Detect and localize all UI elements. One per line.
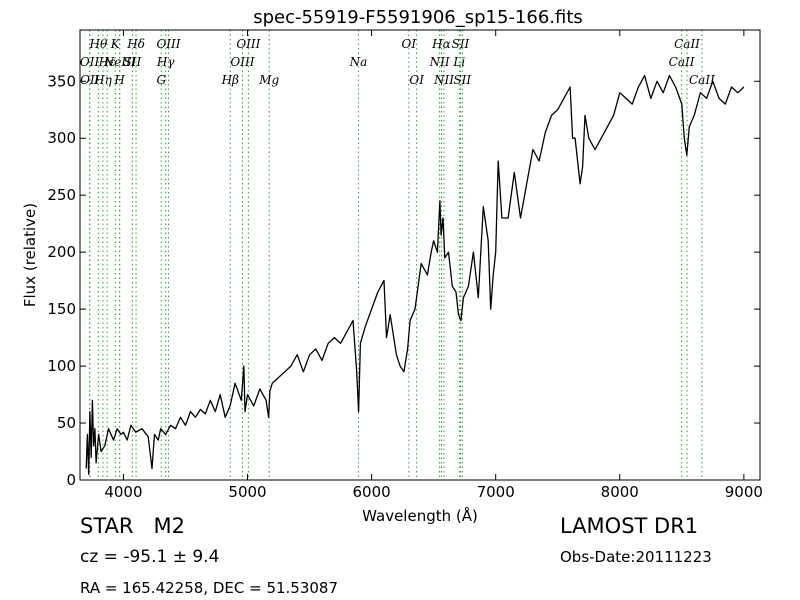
object-class: STAR M2 [80,514,185,538]
x-tick-label-3: 7000 [477,483,515,501]
line-label-25: SII [453,73,471,87]
y-tick-label-7: 350 [47,72,76,90]
line-label-7: NeIII [103,55,136,69]
line-label-23: Li [452,55,465,69]
y-tick-label-3: 150 [47,300,76,318]
survey-name: LAMOST DR1 [560,514,699,538]
line-label-9: Hδ [126,37,145,51]
line-label-27: CaII [674,37,700,51]
line-label-4: Hε [98,55,116,69]
y-tick-label-6: 300 [47,129,76,147]
line-label-15: OIII [236,37,260,51]
x-tick-label-5: 9000 [725,483,763,501]
line-label-18: OI [402,37,417,51]
y-tick-label-1: 50 [57,414,76,432]
line-label-2: Hθ [89,37,108,51]
line-label-8: SII [124,55,142,69]
line-label-11: Hγ [156,55,175,69]
line-label-3: Hη [93,73,112,87]
spectral-line-markers: OIIOIIHθHηHεKHNeIIISIIHδGHγOIIIHβOIIIOII… [80,30,715,480]
line-label-1: OII [80,73,100,87]
chart-title: spec-55919-F5591906_sp15-166.fits [253,7,583,28]
line-label-13: Hβ [221,73,239,87]
y-tick-label-0: 0 [66,471,76,489]
redshift-cz: cz = -95.1 ± 9.4 [80,547,220,567]
line-label-19: OI [409,73,424,87]
line-label-22: NII [433,73,454,87]
x-tick-label-4: 8000 [601,483,639,501]
line-label-17: Na [349,55,368,69]
y-axis-label: Flux (relative) [21,203,39,307]
line-label-20: NII [429,55,450,69]
y-tick-label-2: 100 [47,357,76,375]
y-tick-label-5: 250 [47,186,76,204]
line-label-24: SII [452,37,470,51]
spectrum-line [85,74,745,475]
line-label-14: OIII [230,55,254,69]
x-axis-label: Wavelength (Å) [362,506,478,525]
x-tick-label-2: 6000 [353,483,391,501]
line-label-28: CaII [689,73,715,87]
x-tick-label-1: 5000 [228,483,266,501]
axis-ticks: 4000 5000 6000 7000 8000 9000 0 50 100 150 200 250 3… [47,30,763,501]
line-label-21: Hα [431,37,451,51]
line-label-12: OIII [156,37,180,51]
line-label-10: G [156,73,166,87]
line-label-5: K [110,37,121,51]
line-label-16: Mg [258,73,279,87]
plot-frame [79,29,761,481]
x-tick-label-0: 4000 [104,483,142,501]
ra-dec: RA = 165.42258, DEC = 51.53087 [80,579,339,597]
spectrum-series [85,74,745,475]
observation-date: Obs-Date:20111223 [560,548,712,566]
line-label-26: CaII [669,55,695,69]
y-tick-label-4: 200 [47,243,76,261]
